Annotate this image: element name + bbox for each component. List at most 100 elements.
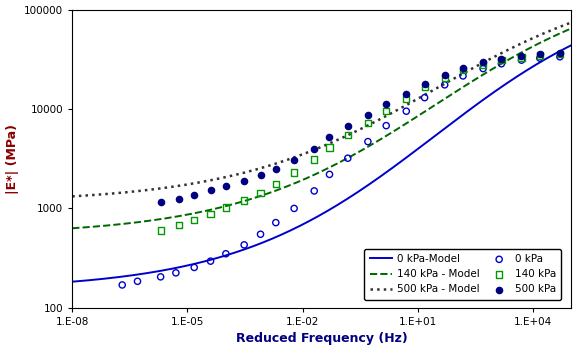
0 kPa — [118, 282, 127, 288]
0 kPa-Model — [157, 269, 164, 273]
500 kPa - Model — [157, 186, 164, 191]
500 kPa - Model — [197, 180, 204, 184]
0 kPa-Model — [363, 184, 370, 188]
500 kPa - Model — [363, 124, 370, 128]
0 kPa — [458, 73, 467, 79]
500 kPa - Model — [402, 104, 409, 108]
0 kPa — [271, 220, 280, 225]
500 kPa — [364, 112, 373, 118]
Legend: 0 kPa-Model, 140 kPa - Model, 500 kPa - Model, 0 kPa, 140 kPa, 500 kPa: 0 kPa-Model, 140 kPa - Model, 500 kPa - … — [364, 249, 561, 300]
0 kPa — [478, 66, 488, 71]
0 kPa — [325, 172, 334, 177]
0 kPa — [555, 54, 564, 60]
140 kPa — [420, 85, 429, 90]
500 kPa — [290, 157, 299, 163]
500 kPa — [555, 50, 564, 56]
140 kPa — [239, 198, 249, 203]
0 kPa — [420, 95, 429, 100]
0 kPa — [206, 258, 215, 264]
500 kPa — [381, 101, 391, 107]
140 kPa — [497, 57, 506, 63]
140 kPa — [458, 67, 467, 73]
0 kPa — [290, 206, 299, 211]
140 kPa - Model — [568, 26, 575, 31]
500 kPa — [402, 92, 411, 97]
Line: 140 kPa - Model: 140 kPa - Model — [72, 28, 571, 228]
140 kPa — [290, 170, 299, 175]
500 kPa — [221, 183, 230, 189]
140 kPa — [310, 157, 319, 163]
140 kPa — [190, 217, 199, 223]
140 kPa - Model — [295, 180, 302, 184]
140 kPa — [440, 75, 449, 81]
140 kPa — [256, 190, 265, 196]
0 kPa-Model — [197, 260, 204, 265]
500 kPa — [310, 146, 319, 151]
140 kPa - Model — [157, 217, 164, 221]
140 kPa — [555, 52, 564, 57]
0 kPa — [535, 55, 545, 61]
500 kPa — [206, 187, 215, 193]
140 kPa — [478, 62, 488, 67]
0 kPa — [156, 274, 165, 280]
140 kPa — [517, 55, 526, 60]
140 kPa - Model — [402, 122, 409, 126]
140 kPa — [535, 53, 545, 58]
Line: 0 kPa-Model: 0 kPa-Model — [72, 45, 571, 282]
500 kPa — [156, 200, 165, 205]
0 kPa — [256, 231, 265, 237]
140 kPa - Model — [69, 226, 76, 230]
500 kPa — [190, 192, 199, 197]
0 kPa — [343, 155, 353, 161]
0 kPa — [133, 278, 142, 284]
500 kPa - Model — [295, 154, 302, 158]
0 kPa — [239, 242, 249, 248]
500 kPa - Model — [568, 20, 575, 25]
0 kPa — [190, 265, 199, 270]
140 kPa — [402, 97, 411, 102]
500 kPa — [478, 59, 488, 65]
500 kPa — [458, 65, 467, 71]
140 kPa — [343, 132, 353, 138]
140 kPa — [325, 145, 334, 150]
500 kPa — [343, 124, 353, 129]
140 kPa — [364, 120, 373, 126]
500 kPa - Model — [69, 194, 76, 198]
500 kPa — [271, 166, 280, 172]
140 kPa - Model — [197, 210, 204, 214]
0 kPa — [440, 82, 449, 88]
0 kPa-Model — [402, 156, 409, 160]
0 kPa — [497, 61, 506, 67]
0 kPa — [402, 108, 411, 114]
500 kPa — [239, 178, 249, 184]
0 kPa-Model — [568, 43, 575, 47]
500 kPa — [517, 53, 526, 59]
500 kPa — [440, 72, 449, 78]
500 kPa — [535, 52, 545, 57]
140 kPa — [221, 205, 230, 210]
Line: 500 kPa - Model: 500 kPa - Model — [72, 22, 571, 196]
140 kPa — [381, 108, 391, 114]
0 kPa-Model — [445, 124, 452, 128]
140 kPa — [174, 222, 183, 228]
140 kPa — [271, 181, 280, 187]
0 kPa — [221, 251, 230, 257]
500 kPa — [174, 196, 183, 201]
0 kPa-Model — [295, 225, 302, 229]
X-axis label: Reduced Frequency (Hz): Reduced Frequency (Hz) — [236, 332, 408, 345]
500 kPa - Model — [445, 80, 452, 84]
0 kPa — [517, 57, 526, 63]
140 kPa - Model — [363, 146, 370, 150]
0 kPa — [364, 139, 373, 144]
0 kPa — [171, 270, 181, 276]
500 kPa — [420, 81, 429, 86]
Y-axis label: |E*| (MPa): |E*| (MPa) — [6, 124, 18, 194]
140 kPa - Model — [445, 94, 452, 99]
0 kPa-Model — [69, 280, 76, 284]
0 kPa — [381, 123, 391, 128]
140 kPa — [206, 211, 215, 217]
500 kPa — [325, 134, 334, 140]
500 kPa — [497, 56, 506, 61]
0 kPa — [310, 188, 319, 194]
140 kPa — [156, 228, 165, 233]
